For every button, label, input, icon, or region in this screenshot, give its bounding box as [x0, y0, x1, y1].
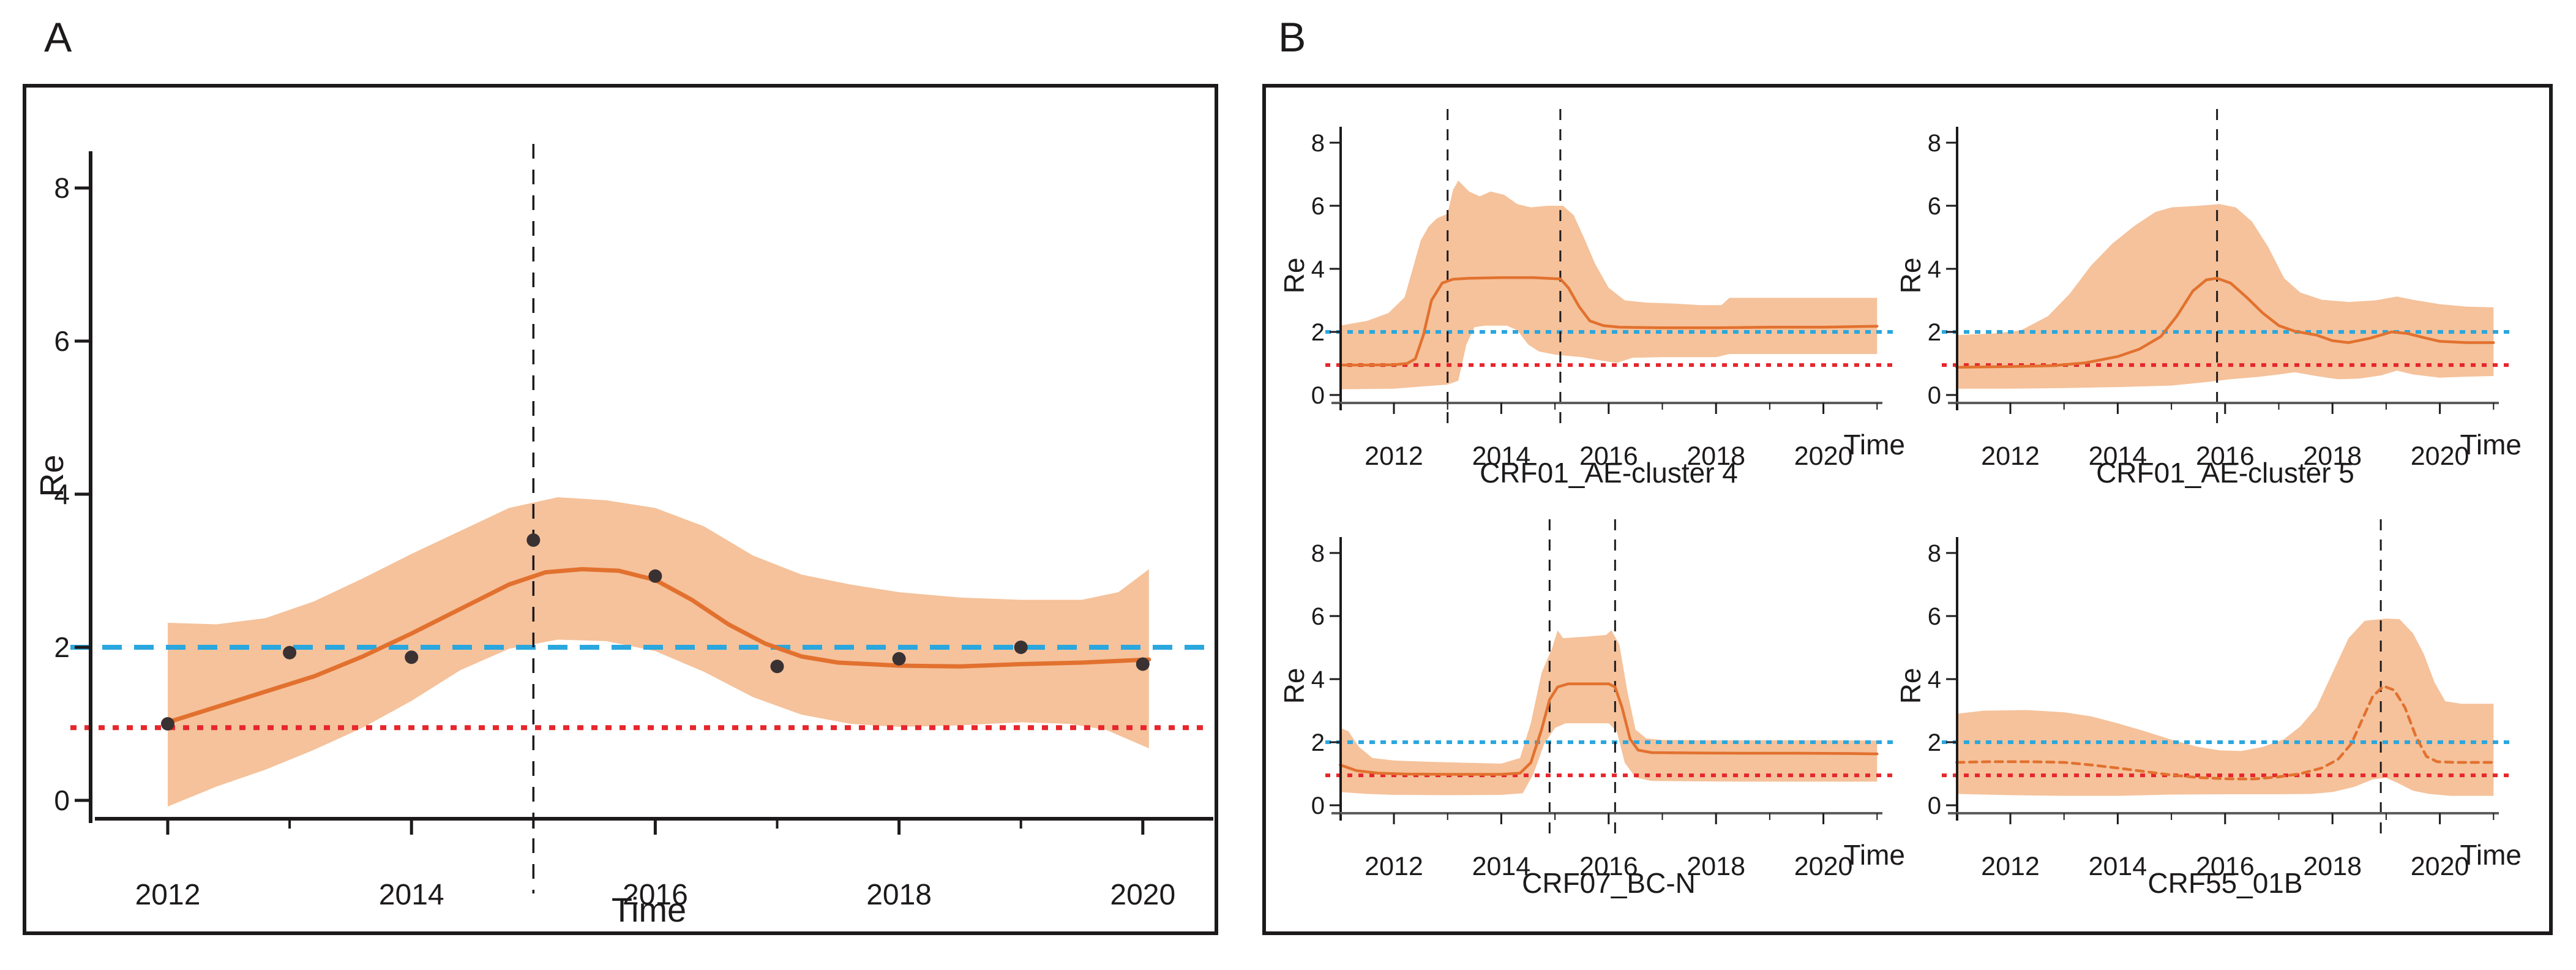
data-point: [1014, 641, 1028, 654]
subplot-title: CRF01_AE-cluster 4: [1480, 457, 1738, 489]
x-tick-label: 2018: [2303, 852, 2362, 881]
subplot-title: CRF55_01B: [2147, 867, 2302, 899]
y-tick-label: 8: [54, 172, 70, 204]
y-tick-label: 0: [1928, 382, 1941, 409]
data-point: [161, 717, 174, 731]
x-axis-label: Time: [2460, 429, 2522, 461]
y-tick-label: 4: [1311, 666, 1325, 693]
credible-interval-band: [1956, 618, 2494, 796]
y-axis-label: Re: [1895, 258, 1926, 294]
x-tick-label: 2016: [623, 879, 688, 911]
y-tick-label: 2: [1311, 319, 1325, 346]
x-tick-label: 2016: [1579, 852, 1638, 881]
y-axis-label: Re: [1895, 668, 1926, 704]
y-tick-label: 8: [1311, 130, 1325, 157]
chart-crf55-01b: 0 2 4 6 8 2012 2014 2016 2018 2020 Re Time CRF55_01B: [1895, 519, 2522, 899]
x-axis-label: Time: [1843, 429, 1905, 461]
data-point: [648, 569, 662, 583]
y-axis-label: Re: [1278, 258, 1310, 294]
median-re-line: [1955, 685, 2495, 781]
x-tick-label: 2020: [1794, 442, 1853, 471]
y-tick-label: 2: [1928, 319, 1941, 346]
x-axis-label: Time: [612, 890, 686, 929]
subplot-title: CRF01_AE-cluster 5: [2096, 457, 2354, 489]
x-tick-label: 2018: [1687, 852, 1745, 881]
y-tick-label: 6: [1311, 603, 1325, 630]
x-tick-label: 2020: [2411, 442, 2469, 471]
chart-panel-a-re-time: 0 2 4 6 8 2012 2014 2016 2018 2020 Re Time: [34, 144, 1213, 929]
x-tick-label: 2016: [1579, 442, 1638, 471]
y-tick-label: 6: [1311, 193, 1325, 220]
chart-crf01-ae-cluster-4: 0 2 4 6 8 2012 2014 2016 2018 2020 Re Time CRF01_AE-…: [1278, 109, 1905, 489]
x-tick-label: 2016: [2196, 852, 2255, 881]
y-axis-label: Re: [1278, 668, 1310, 704]
data-point: [283, 645, 297, 660]
y-tick-label: 2: [1928, 729, 1941, 756]
y-tick-label: 2: [1311, 729, 1325, 756]
x-tick-label: 2014: [2089, 852, 2147, 881]
data-point: [892, 652, 906, 666]
x-tick-label: 2020: [2411, 852, 2469, 881]
chart-crf07-bc-n: 0 2 4 6 8 2012 2014 2016 2018 2020 Re Time CRF07_BC-…: [1278, 519, 1905, 899]
y-tick-label: 0: [1928, 792, 1941, 819]
credible-interval-band: [1956, 204, 2494, 389]
credible-interval-band: [168, 497, 1149, 806]
y-tick-label: 4: [1928, 256, 1941, 283]
y-tick-label: 4: [1928, 666, 1941, 693]
y-tick-label: 6: [1928, 603, 1941, 630]
y-tick-label: 4: [54, 478, 70, 510]
x-tick-label: 2018: [2303, 442, 2362, 471]
y-tick-label: 2: [54, 631, 70, 663]
x-tick-label: 2012: [1365, 852, 1423, 881]
data-point: [770, 660, 784, 674]
y-tick-label: 6: [1928, 193, 1941, 220]
y-tick-label: 8: [1928, 130, 1941, 157]
x-tick-label: 2020: [1794, 852, 1853, 881]
subplot-title: CRF07_BC-N: [1522, 867, 1696, 899]
y-tick-label: 6: [54, 325, 70, 357]
chart-crf01-ae-cluster-5: 0 2 4 6 8 2012 2014 2016 2018 2020 Re Time CRF01_AE-…: [1895, 109, 2522, 489]
panel-b-label: B: [1278, 14, 1306, 61]
data-point: [526, 533, 541, 547]
credible-interval-band: [1340, 630, 1878, 795]
x-tick-label: 2012: [1981, 852, 2040, 881]
panel-a-label: A: [44, 14, 72, 61]
y-tick-label: 0: [1311, 792, 1325, 819]
x-tick-label: 2020: [1110, 879, 1175, 911]
x-tick-label: 2018: [1687, 442, 1745, 471]
y-axis-label: Re: [34, 454, 70, 497]
x-tick-label: 2012: [1981, 442, 2040, 471]
x-axis-label: Time: [2460, 839, 2522, 871]
x-tick-label: 2016: [2196, 442, 2255, 471]
y-tick-label: 4: [1311, 256, 1325, 283]
y-tick-label: 0: [54, 784, 70, 816]
median-re-line: [1339, 276, 1879, 367]
x-tick-label: 2012: [135, 879, 201, 911]
x-tick-label: 2018: [866, 879, 932, 911]
median-re-line: [1339, 682, 1879, 776]
x-tick-label: 2014: [1472, 442, 1531, 471]
median-re-line: [165, 567, 1151, 724]
x-tick-label: 2012: [1365, 442, 1423, 471]
x-tick-label: 2014: [379, 879, 444, 911]
median-re-line: [1955, 277, 2495, 369]
x-tick-label: 2014: [2089, 442, 2147, 471]
y-tick-label: 8: [1928, 540, 1941, 567]
y-tick-label: 8: [1311, 540, 1325, 567]
credible-interval-band: [1340, 180, 1878, 389]
data-point: [1136, 657, 1150, 671]
x-tick-label: 2014: [1472, 852, 1531, 881]
y-tick-label: 0: [1311, 382, 1325, 409]
x-axis-label: Time: [1843, 839, 1905, 871]
data-point: [405, 650, 419, 664]
